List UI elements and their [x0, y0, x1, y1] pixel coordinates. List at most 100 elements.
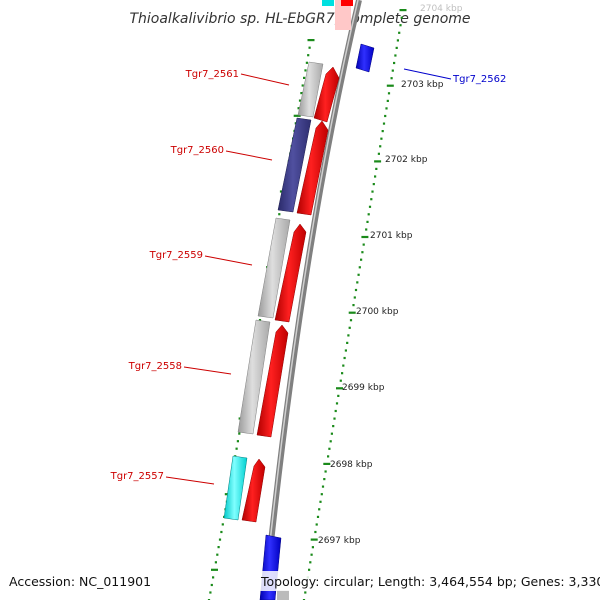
outer-scale-dot: [381, 130, 384, 133]
gene-tgr7-2561-gray[interactable]: [297, 61, 324, 118]
gene-gray-bottom-fragment[interactable]: [277, 590, 289, 600]
topology-text: Topology: circular; Length: 3,464,554 bp…: [260, 574, 600, 589]
outer-scale-dot: [391, 69, 394, 72]
outer-scale-dot: [308, 568, 311, 571]
gene-tgr7-2557-red[interactable]: [241, 458, 266, 523]
outer-scale-dot: [311, 546, 314, 549]
inner-scale-dot: [298, 99, 302, 102]
outer-scale-dot: [334, 409, 337, 413]
inner-scale-dot: [303, 76, 306, 79]
gene-pink-fragment[interactable]: [335, 0, 351, 30]
outer-scale-dot: [352, 304, 355, 307]
outer-scale-dot: [365, 228, 368, 231]
gene-tgr7-2560-red[interactable]: [296, 120, 329, 216]
outer-scale-dot: [323, 462, 331, 465]
outer-scale-dot: [385, 107, 388, 110]
gene-label-tgr7-2562[interactable]: Tgr7_2562: [452, 74, 506, 85]
gene-tgr7-2557-cyan[interactable]: [223, 455, 248, 521]
inner-scale-dot: [212, 576, 215, 579]
inner-scale-dot: [217, 546, 220, 549]
outer-scale-dot: [347, 334, 350, 337]
outer-scale-dot: [348, 311, 356, 314]
outer-scale-dot: [358, 266, 361, 269]
outer-scale-dot: [374, 175, 377, 178]
gene-cyan-fragment[interactable]: [322, 0, 334, 6]
tick-label-2699: 2699 kbp: [342, 383, 385, 393]
outer-scale-dot: [379, 145, 382, 148]
inner-scale-dot: [293, 114, 301, 117]
outer-scale-dot: [360, 258, 363, 261]
outer-scale-dot: [341, 372, 344, 375]
gene-label-tgr7-2561[interactable]: Tgr7_2561: [185, 69, 239, 80]
leader-line-tgr7-2558: [183, 366, 232, 375]
gene-tgr7-2558-red[interactable]: [256, 324, 289, 438]
gene-tgr7-2562[interactable]: [355, 43, 375, 73]
inner-scale-dot: [307, 39, 315, 42]
inner-scale-dot: [211, 568, 218, 571]
inner-scale-dot: [300, 92, 303, 95]
gene-tgr7-2558-gray[interactable]: [237, 319, 271, 435]
gene-red-fragment[interactable]: [341, 0, 353, 6]
outer-scale-dot: [393, 61, 396, 65]
gene-tgr7-2559-gray[interactable]: [257, 217, 291, 319]
outer-scale-dot: [314, 530, 317, 534]
outer-scale-dot: [310, 538, 318, 541]
inner-scale-dot: [220, 530, 223, 534]
inner-scale-dot: [258, 319, 262, 322]
gene-label-tgr7-2560[interactable]: Tgr7_2560: [170, 145, 224, 156]
outer-scale-dot: [361, 251, 364, 254]
gene-tgr7-2561-red[interactable]: [313, 66, 340, 123]
outer-scale-dot: [336, 387, 343, 390]
gene-label-tgr7-2558[interactable]: Tgr7_2558: [128, 361, 182, 372]
outer-scale-dot: [339, 379, 342, 382]
inner-scale-dot: [218, 538, 222, 541]
outer-scale-dot: [316, 515, 320, 518]
outer-scale-dot: [386, 84, 394, 87]
inner-scale-dot: [278, 213, 281, 216]
outer-scale-dot: [353, 296, 356, 299]
gene-tgr7-2559-red[interactable]: [274, 223, 307, 323]
outer-scale-dot: [387, 92, 391, 95]
outer-scale-dot: [333, 417, 336, 420]
tick-label-2704: 2704 kbp: [420, 4, 463, 14]
outer-scale-dot: [335, 402, 339, 405]
gene-label-tgr7-2559[interactable]: Tgr7_2559: [149, 250, 203, 261]
leader-line-tgr7-2561: [240, 73, 290, 86]
scale-tick-labels: 2704 kbp 2703 kbp 2702 kbp 2701 kbp 2700…: [318, 4, 463, 546]
outer-scale-dot: [342, 364, 345, 367]
outer-scale-dot: [323, 478, 326, 481]
outer-scale-dot: [382, 122, 386, 125]
outer-scale-dot: [395, 46, 398, 49]
outer-scale-dot: [329, 440, 332, 443]
footer-topology-background: [258, 571, 592, 591]
outer-scale-dot: [349, 319, 353, 322]
gene-tgr7-2560-purple[interactable]: [277, 117, 312, 213]
gene-features: [223, 0, 375, 600]
inner-scale-dot: [214, 561, 217, 564]
inner-scale-dot: [236, 440, 239, 443]
outer-scale-dot: [318, 508, 321, 511]
outer-scale-dot: [372, 183, 375, 186]
inner-scale-dot: [209, 591, 212, 594]
outer-scale-dot: [327, 455, 330, 458]
outer-scale-dot: [366, 220, 369, 223]
tick-label-2703: 2703 kbp: [401, 80, 444, 90]
outer-scale-dot: [357, 273, 360, 276]
inner-scale-dot: [221, 523, 224, 526]
outer-scale-dot: [367, 213, 370, 216]
leader-line-tgr7-2559: [204, 255, 253, 266]
outer-scale-dot: [320, 493, 323, 496]
gene-label-tgr7-2557[interactable]: Tgr7_2557: [110, 471, 164, 482]
outer-scale-dot: [380, 137, 383, 140]
map-title: Thioalkalivibrio sp. HL-EbGR7, complete …: [129, 11, 470, 27]
outer-scale-dot: [315, 523, 318, 526]
outer-scale-dot: [310, 553, 313, 556]
outer-scale-dot: [344, 349, 347, 352]
outer-scale-dot: [394, 54, 397, 57]
outer-scale-dot: [332, 425, 335, 428]
outer-scale-dot: [343, 356, 346, 360]
tick-label-2698: 2698 kbp: [330, 460, 373, 470]
outer-scale-dot: [368, 205, 372, 208]
tick-label-2700: 2700 kbp: [356, 307, 399, 317]
